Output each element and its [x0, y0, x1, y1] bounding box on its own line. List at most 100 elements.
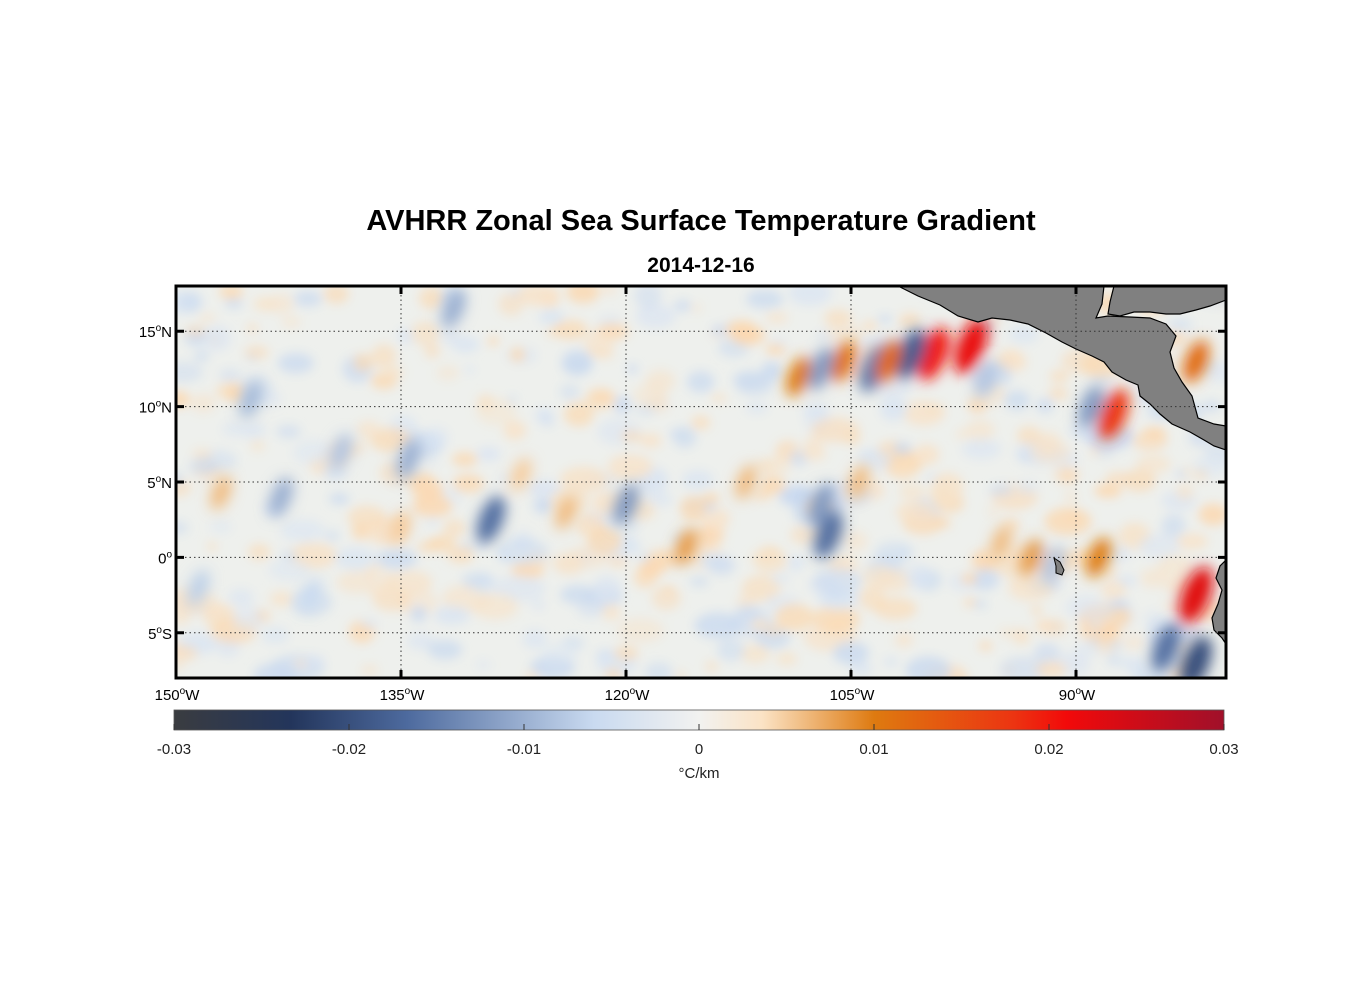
gradient-feature [1180, 636, 1212, 678]
noise-blob [1076, 641, 1103, 656]
noise-blob [365, 567, 379, 579]
noise-blob [563, 402, 594, 427]
noise-blob [716, 638, 745, 662]
gradient-feature [786, 356, 811, 397]
noise-blob [763, 624, 784, 636]
noise-blob [1048, 386, 1069, 401]
noise-blob [1008, 574, 1054, 601]
noise-blob [770, 572, 790, 585]
noise-blob [594, 348, 615, 360]
noise-blob [240, 422, 266, 440]
noise-blob [498, 292, 524, 316]
noise-blob [497, 474, 511, 484]
noise-blob [398, 328, 414, 344]
noise-blob [323, 286, 349, 304]
noise-blob [376, 548, 418, 570]
noise-blob [356, 420, 381, 439]
noise-blob [1203, 363, 1226, 383]
noise-blob [731, 325, 766, 346]
noise-blob [410, 605, 427, 623]
noise-blob [1049, 369, 1070, 383]
gradient-feature [613, 483, 639, 526]
noise-blob [1065, 595, 1107, 620]
gradient-feature [239, 379, 263, 419]
gradient-feature [808, 347, 834, 391]
noise-blob [635, 304, 676, 329]
noise-blob [1122, 469, 1156, 492]
noise-blob [601, 604, 621, 620]
noise-blob [1110, 607, 1131, 623]
lon-tick-label: 105oW [830, 686, 876, 704]
noise-blob [616, 617, 664, 643]
noise-blob [516, 286, 561, 307]
noise-blob [188, 457, 218, 476]
noise-blob [978, 641, 993, 651]
noise-blob [1008, 325, 1039, 344]
noise-blob [360, 664, 379, 676]
noise-blob [627, 364, 638, 374]
noise-blob [999, 656, 1046, 678]
noise-blob [232, 606, 265, 633]
noise-blob [218, 368, 242, 382]
noise-blob [705, 661, 718, 673]
noise-blob [877, 314, 893, 324]
noise-blob [970, 568, 1000, 591]
noise-blob [475, 660, 491, 670]
noise-blob [935, 518, 952, 529]
noise-blob [1175, 483, 1194, 501]
gradient-feature [396, 439, 421, 480]
noise-blob [691, 303, 701, 313]
noise-blob [522, 629, 547, 649]
noise-blob [198, 313, 216, 324]
noise-blob [1123, 634, 1144, 650]
noise-blob [734, 604, 763, 620]
noise-blob [193, 350, 210, 362]
noise-blob [898, 312, 922, 329]
lat-tick-label: 10oN [139, 399, 172, 417]
gradient-feature [441, 288, 466, 329]
lon-tick-label: 150oW [155, 686, 201, 704]
noise-blob [228, 588, 254, 607]
noise-blob [476, 447, 501, 461]
gradient-feature [510, 457, 532, 492]
noise-blob [202, 325, 231, 351]
noise-blob [334, 547, 376, 570]
noise-blob [600, 286, 617, 295]
noise-blob [673, 426, 697, 449]
noise-blob [280, 519, 325, 542]
noise-blob [461, 572, 494, 589]
land-central-america-upper [1107, 286, 1226, 317]
noise-blob [711, 325, 728, 336]
noise-blob [304, 654, 326, 668]
noise-blob [999, 628, 1016, 637]
noise-blob [176, 362, 204, 383]
noise-blob [759, 456, 791, 477]
noise-blob [675, 670, 686, 678]
noise-blob [787, 487, 813, 505]
noise-blob [929, 486, 952, 506]
gradient-feature [555, 495, 577, 530]
noise-blob [1126, 657, 1147, 676]
noise-blob [895, 501, 935, 523]
noise-blob [180, 291, 202, 313]
noise-blob [987, 506, 999, 517]
noise-blob [503, 420, 527, 441]
land-masses [897, 286, 1226, 646]
noise-blob [1177, 533, 1209, 550]
noise-blob [559, 383, 580, 400]
noise-blob [633, 383, 668, 408]
noise-blob [560, 585, 596, 605]
gradient-feature [268, 477, 294, 517]
noise-blob [1031, 606, 1043, 615]
noise-blob [689, 576, 709, 587]
noise-blob [253, 296, 277, 312]
noise-blob [1161, 514, 1186, 537]
noise-blob [476, 397, 517, 426]
noise-blob [1012, 628, 1030, 645]
noise-blob [545, 327, 563, 337]
noise-blob [250, 440, 265, 451]
noise-blob [268, 293, 294, 314]
noise-blob [971, 549, 997, 572]
noise-blob [541, 415, 555, 428]
colorbar-gradient [174, 710, 1224, 730]
